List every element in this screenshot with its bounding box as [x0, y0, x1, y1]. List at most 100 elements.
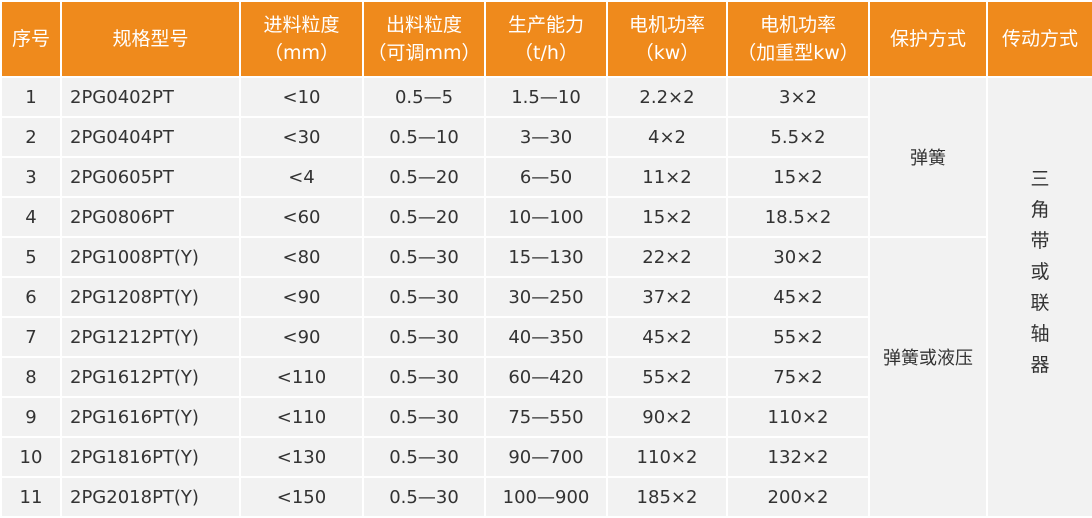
protection-cell: 弹簧或液压: [868, 236, 988, 518]
table-cell: 185×2: [606, 476, 728, 518]
column-header: 生产能力 （t/h）: [484, 0, 608, 78]
table-cell: 5.5×2: [726, 116, 870, 158]
table-cell: 4×2: [606, 116, 728, 158]
header-label: 电机功率: [628, 14, 705, 36]
header-label: 传动方式: [1001, 28, 1078, 50]
column-header: 电机功率 （kw）: [606, 0, 728, 78]
table-cell: 0.5—30: [362, 316, 486, 358]
table-cell: 2PG1612PT(Y): [60, 356, 241, 398]
table-cell: 3: [0, 156, 62, 198]
table-cell: 0.5—20: [362, 156, 486, 198]
table-cell: <110: [239, 396, 364, 438]
column-header: 保护方式: [868, 0, 988, 78]
table-cell: <90: [239, 316, 364, 358]
table-row: 6 2PG1208PT(Y) <90 0.5—30 30—250 37×2 45×2: [0, 276, 1092, 318]
table-cell: 0.5—10: [362, 116, 486, 158]
table-cell: <30: [239, 116, 364, 158]
table-cell: 6: [0, 276, 62, 318]
transmission-cell: 三角带或联轴器: [986, 76, 1092, 518]
table-cell: 0.5—30: [362, 276, 486, 318]
table-row: 11 2PG2018PT(Y) <150 0.5—30 100—900 185×2 200×…: [0, 476, 1092, 518]
table-row: 3 2PG0605PT <4 0.5—20 6—50 11×2 15×2: [0, 156, 1092, 198]
table-row: 4 2PG0806PT <60 0.5—20 10—100 15×2 18.5×2: [0, 196, 1092, 238]
table-cell: 2.2×2: [606, 76, 728, 118]
header-label: 电机功率: [759, 14, 836, 36]
table-cell: 2PG0402PT: [60, 76, 241, 118]
table-cell: 15×2: [606, 196, 728, 238]
table-cell: 0.5—30: [362, 436, 486, 478]
column-header: 出料粒度 （可调mm）: [362, 0, 486, 78]
table-cell: <80: [239, 236, 364, 278]
table-cell: 4: [0, 196, 62, 238]
table-cell: <110: [239, 356, 364, 398]
table-row: 7 2PG1212PT(Y) <90 0.5—30 40—350 45×2 55×2: [0, 316, 1092, 358]
table-cell: 60—420: [484, 356, 608, 398]
table-cell: 10: [0, 436, 62, 478]
table-cell: 110×2: [606, 436, 728, 478]
table-cell: 132×2: [726, 436, 870, 478]
table-cell: 45×2: [606, 316, 728, 358]
table-cell: 0.5—30: [362, 236, 486, 278]
header-row: 序号 规格型号 进料粒度 （mm） 出料粒度 （可调mm） 生产能力 （t/h） 电机功率 （kw…: [0, 0, 1092, 78]
table-cell: 11×2: [606, 156, 728, 198]
table-cell: 75—550: [484, 396, 608, 438]
table-cell: 2PG1212PT(Y): [60, 316, 241, 358]
table-cell: 0.5—30: [362, 356, 486, 398]
table-cell: 15—130: [484, 236, 608, 278]
table-cell: 200×2: [726, 476, 870, 518]
table-cell: 40—350: [484, 316, 608, 358]
table-row: 2 2PG0404PT <30 0.5—10 3—30 4×2 5.5×2: [0, 116, 1092, 158]
table-cell: 2PG1008PT(Y): [60, 236, 241, 278]
table-cell: 5: [0, 236, 62, 278]
table-cell: 2PG1816PT(Y): [60, 436, 241, 478]
table-cell: 2PG1208PT(Y): [60, 276, 241, 318]
table-cell: 3×2: [726, 76, 870, 118]
column-header: 进料粒度 （mm）: [239, 0, 364, 78]
column-header: 传动方式: [986, 0, 1092, 78]
table-cell: 55×2: [606, 356, 728, 398]
table-cell: 9: [0, 396, 62, 438]
table-cell: 2: [0, 116, 62, 158]
table-cell: 75×2: [726, 356, 870, 398]
table-cell: <10: [239, 76, 364, 118]
table-cell: 3—30: [484, 116, 608, 158]
table-cell: 2PG0605PT: [60, 156, 241, 198]
header-label: 序号: [11, 28, 50, 50]
table-cell: <90: [239, 276, 364, 318]
table-cell: 18.5×2: [726, 196, 870, 238]
table-cell: <150: [239, 476, 364, 518]
table-cell: 2PG1616PT(Y): [60, 396, 241, 438]
table-cell: 2PG2018PT(Y): [60, 476, 241, 518]
table-cell: <4: [239, 156, 364, 198]
header-unit: （mm）: [263, 42, 340, 64]
table-cell: <60: [239, 196, 364, 238]
table-cell: 0.5—20: [362, 196, 486, 238]
table-row: 10 2PG1816PT(Y) <130 0.5—30 90—700 110×2 132×2: [0, 436, 1092, 478]
header-label: 保护方式: [889, 28, 966, 50]
table-cell: 0.5—30: [362, 476, 486, 518]
column-header: 规格型号: [60, 0, 241, 78]
table-cell: <130: [239, 436, 364, 478]
table-cell: 100—900: [484, 476, 608, 518]
header-unit: （kw）: [634, 42, 700, 64]
header-label: 进料粒度: [263, 14, 340, 36]
table-row: 9 2PG1616PT(Y) <110 0.5—30 75—550 90×2 110×2: [0, 396, 1092, 438]
header-unit: （加重型kw）: [737, 42, 859, 64]
table-cell: 30—250: [484, 276, 608, 318]
table-cell: 0.5—30: [362, 396, 486, 438]
header-unit: （t/h）: [514, 42, 578, 64]
table-cell: 10—100: [484, 196, 608, 238]
table-cell: 22×2: [606, 236, 728, 278]
protection-cell: 弹簧: [868, 76, 988, 238]
table-cell: 1: [0, 76, 62, 118]
table-row: 1 2PG0402PT <10 0.5—5 1.5—10 2.2×2 3×2 弹簧 三角带或联轴…: [0, 76, 1092, 518]
header-label: 规格型号: [112, 28, 189, 50]
column-header: 电机功率 （加重型kw）: [726, 0, 870, 78]
header-label: 出料粒度: [385, 14, 462, 36]
header-label: 生产能力: [507, 14, 584, 36]
table-cell: 0.5—5: [362, 76, 486, 118]
transmission-text: 三角带或联轴器: [1030, 167, 1050, 376]
table-row: 5 2PG1008PT(Y) <80 0.5—30 15—130 22×2 30×2 弹簧或液…: [0, 236, 1092, 518]
table-cell: 30×2: [726, 236, 870, 278]
